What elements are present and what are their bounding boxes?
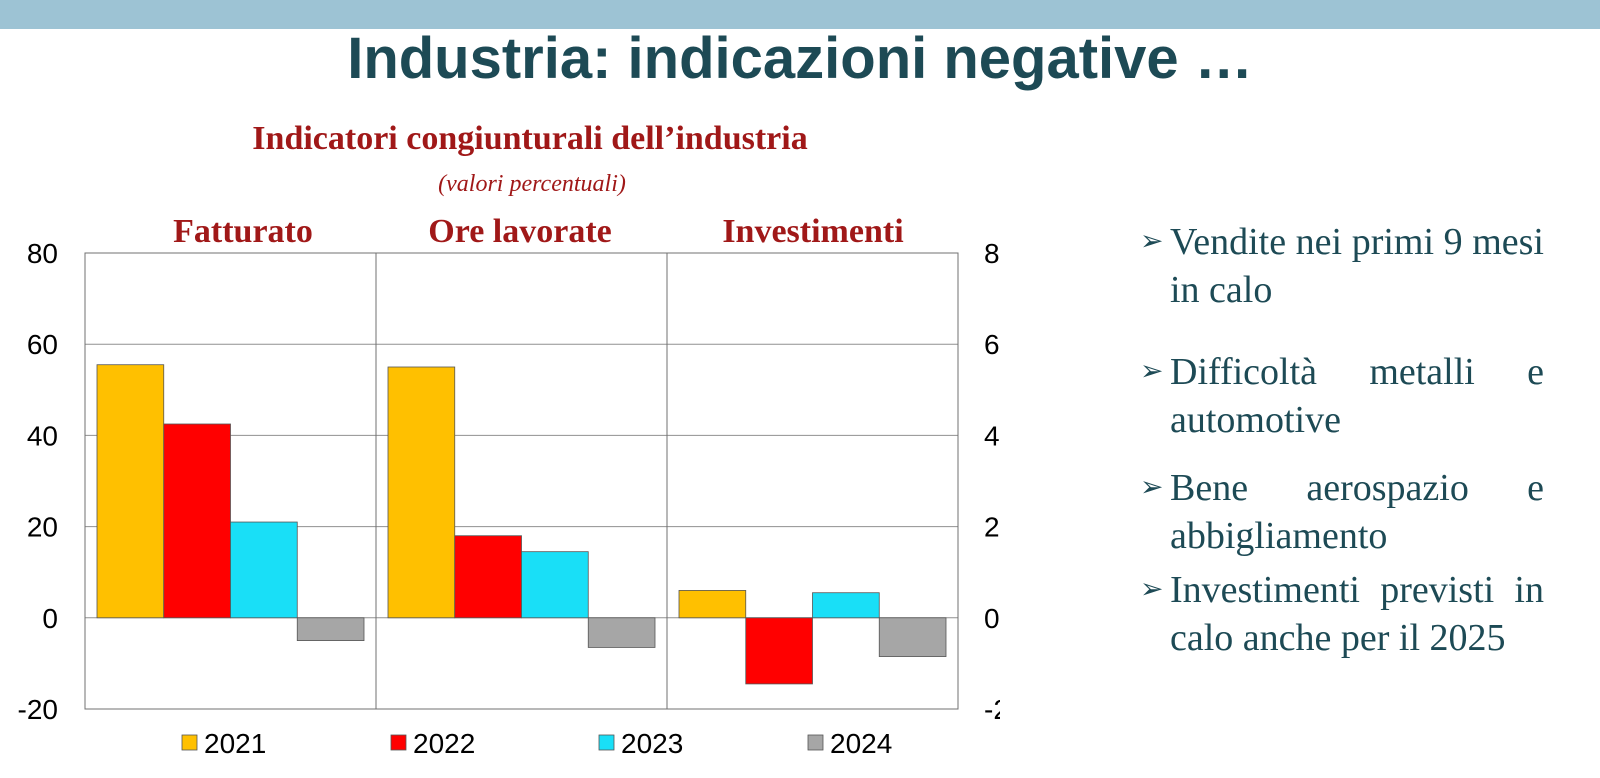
panel-title: Ore lavorate [428, 213, 611, 250]
bar-2021-2 [387, 366, 456, 619]
bullet-item: ➢ Vendite nei primi 9 mesi in calo [1140, 218, 1544, 314]
bar-2022-1 [163, 423, 231, 619]
bullet-item: ➢ Bene aerospazio e abbigliamento [1140, 464, 1544, 560]
bullet-item: ➢ Investimenti previsti in calo anche pe… [1140, 566, 1544, 662]
y-tick-label-right: 20 [984, 512, 1000, 543]
slide-title: Industria: indicazioni negative … [347, 26, 1253, 91]
y-tick-label-left: 40 [27, 420, 58, 451]
y-tick-label-left: -20 [18, 694, 58, 725]
arrow-bullet-icon: ➢ [1140, 472, 1164, 503]
chart-title: Indicatori congiunturali dell’industria [252, 120, 807, 157]
legend-swatch-2024 [807, 734, 824, 751]
bar-2024-1 [296, 617, 365, 641]
legend-label-2024: 2024 [830, 728, 892, 759]
y-axis-right: 80 60 40 20 0 -20 [984, 238, 1000, 725]
y-tick-label-right: 60 [984, 329, 1000, 360]
top-accent-bar [0, 0, 1600, 29]
bar-2023-1 [230, 521, 298, 619]
arrow-bullet-icon: ➢ [1140, 226, 1164, 257]
bar-2023-3 [812, 592, 880, 619]
bars [96, 364, 947, 685]
bar-2021-3 [678, 590, 747, 619]
panel-title: Fatturato [173, 213, 313, 250]
bar-2021-1 [96, 364, 165, 619]
bullet-item: ➢ Difficoltà metalli e automotive [1140, 348, 1544, 444]
legend-label-2022: 2022 [413, 728, 475, 759]
legend-swatch-2023 [598, 734, 615, 751]
bullet-list: ➢ Vendite nei primi 9 mesi in calo ➢ Dif… [1140, 218, 1544, 662]
plot-frame [84, 252, 959, 710]
industry-indicators-chart: Indicatori congiunturali dell’industria … [18, 120, 1000, 759]
bullet-text: Bene aerospazio e abbigliamento [1170, 467, 1544, 557]
arrow-bullet-icon: ➢ [1140, 356, 1164, 387]
arrow-bullet-icon: ➢ [1140, 574, 1164, 605]
y-tick-label-left: 80 [27, 238, 58, 269]
y-tick-label-left: 20 [27, 512, 58, 543]
chart-subtitle: (valori percentuali) [438, 171, 626, 197]
bar-2022-3 [745, 617, 813, 685]
y-tick-label-right: 80 [984, 238, 1000, 269]
bullet-text: Vendite nei primi 9 mesi in calo [1170, 221, 1544, 311]
legend-label-2023: 2023 [621, 728, 683, 759]
legend-swatch-2021 [181, 734, 198, 751]
y-tick-label-left: 0 [42, 603, 58, 634]
bar-2024-3 [878, 617, 947, 657]
panel-titles: Fatturato Ore lavorate Investimenti [173, 213, 904, 250]
y-axis-left: 80 60 40 20 0 -20 [18, 238, 58, 725]
legend-label-2021: 2021 [204, 728, 266, 759]
y-tick-label-left: 60 [27, 329, 58, 360]
legend-swatch-2022 [390, 734, 407, 751]
bullet-text: Investimenti previsti in calo anche per … [1170, 569, 1544, 659]
bullet-text: Difficoltà metalli e automotive [1170, 351, 1544, 441]
y-tick-label-right: 40 [984, 420, 1000, 451]
bar-2024-2 [587, 617, 656, 648]
legend: 2021 2022 2023 2024 [181, 728, 892, 759]
y-tick-label-right: 0 [984, 603, 1000, 634]
panel-title: Investimenti [722, 213, 903, 250]
bar-2022-2 [454, 535, 522, 619]
bar-2023-2 [521, 551, 589, 619]
plot-border [84, 252, 959, 710]
y-tick-label-right: -20 [984, 694, 1000, 725]
